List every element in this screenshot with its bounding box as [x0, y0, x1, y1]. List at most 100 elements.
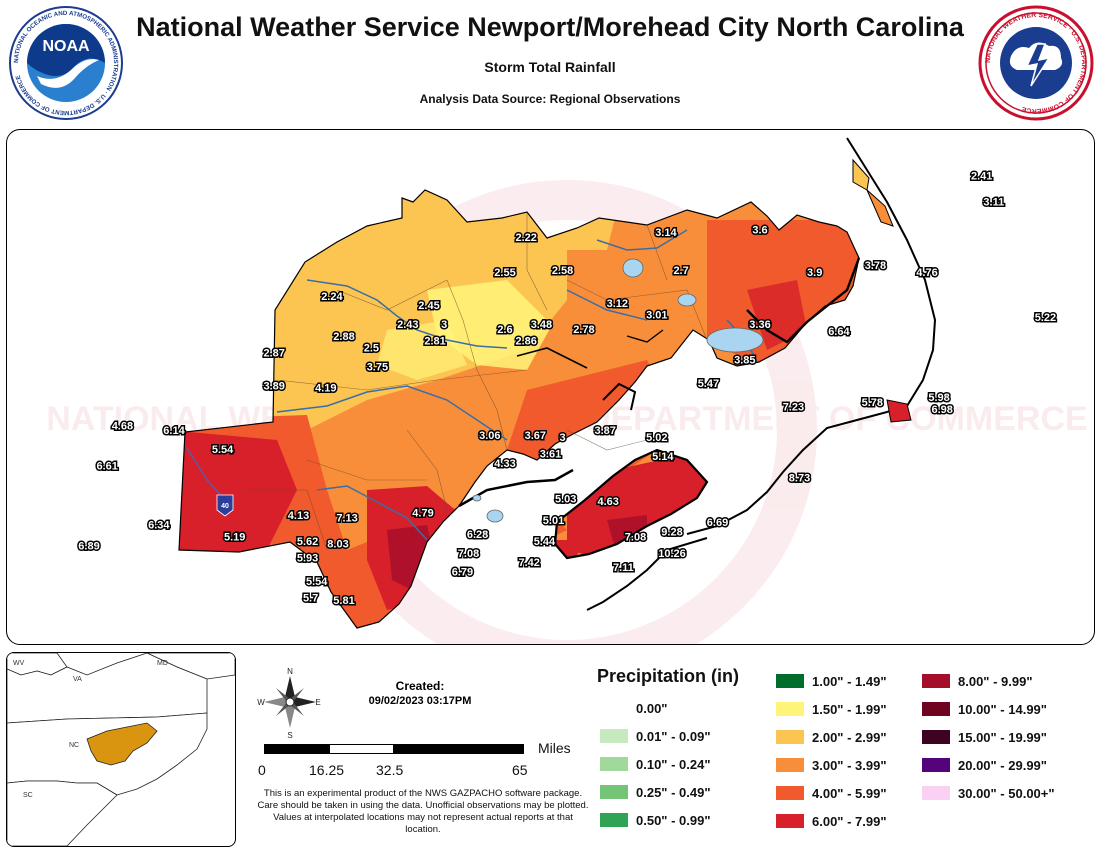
- rainfall-value-label: 4.76: [916, 267, 937, 279]
- rainfall-value-label: 3.06: [479, 430, 500, 442]
- inset-label-md: MD: [157, 660, 168, 667]
- rainfall-value-label: 2.43: [397, 319, 418, 331]
- rainfall-value-label: 4.13: [288, 510, 309, 522]
- legend-item: 15.00" - 19.99": [922, 729, 1047, 745]
- compass-w: W: [257, 698, 265, 707]
- rainfall-map[interactable]: NATIONAL WEATHER SERVICE · DEPARTMENT OF…: [6, 129, 1095, 645]
- rainfall-value-label: 2.22: [515, 232, 536, 244]
- rainfall-value-label: 3.11: [983, 196, 1004, 208]
- rainfall-value-label: 3.9: [807, 267, 822, 279]
- rainfall-value-label: 9.28: [661, 527, 682, 539]
- legend-swatch: [922, 730, 950, 744]
- legend-item: 0.01" - 0.09": [600, 728, 710, 744]
- legend-swatch: [776, 814, 804, 828]
- legend-label: 0.10" - 0.24": [636, 756, 711, 772]
- legend-item: 8.00" - 9.99": [922, 673, 1032, 689]
- rainfall-value-label: 4.68: [112, 420, 133, 432]
- legend-label: 8.00" - 9.99": [958, 673, 1033, 689]
- legend-item: 30.00" - 50.00+": [922, 785, 1055, 801]
- noaa-logo-text: NOAA: [42, 38, 90, 55]
- rainfall-value-label: 8.73: [789, 472, 810, 484]
- rainfall-value-label: 5.02: [646, 432, 667, 444]
- legend-label: 1.00" - 1.49": [812, 673, 887, 689]
- rainfall-value-label: 5.93: [297, 553, 318, 565]
- legend-swatch: [922, 786, 950, 800]
- rainfall-value-label: 3.12: [607, 298, 628, 310]
- legend-label: 0.25" - 0.49": [636, 784, 711, 800]
- compass-rose: N S E W: [257, 667, 320, 740]
- legend-swatch: [776, 702, 804, 716]
- rainfall-value-label: 3.85: [734, 354, 755, 366]
- rainfall-value-label: 5.14: [652, 451, 674, 463]
- rainfall-value-label: 5.22: [1035, 312, 1056, 324]
- legend-label: 4.00" - 5.99": [812, 785, 887, 801]
- rainfall-value-label: 2.81: [424, 336, 445, 348]
- legend-label: 1.50" - 1.99": [812, 701, 887, 717]
- inset-state-sc: [7, 780, 118, 846]
- legend-item: 2.00" - 2.99": [776, 729, 886, 745]
- data-source-line: Analysis Data Source: Regional Observati…: [419, 92, 681, 106]
- legend-item: 3.00" - 3.99": [776, 757, 886, 773]
- rainfall-value-label: 2.5: [364, 343, 379, 355]
- legend-item: 10.00" - 14.99": [922, 701, 1047, 717]
- scale-unit: Miles: [538, 740, 571, 756]
- outer-banks: [586, 137, 937, 611]
- barrier-island-segment: [866, 189, 894, 227]
- rainfall-value-label: 3: [441, 319, 447, 331]
- rainfall-value-label: 5.19: [224, 531, 245, 543]
- rainfall-value-label: 3.75: [367, 362, 388, 374]
- rivers: [276, 229, 758, 541]
- legend-swatch: [922, 758, 950, 772]
- legend-label: 0.00": [636, 700, 668, 716]
- rainfall-map-canvas: NATIONAL WEATHER SERVICE · DEPARTMENT OF…: [46, 137, 1088, 644]
- rainfall-value-label: 3.61: [540, 449, 561, 461]
- inset-label-wv: WV: [13, 660, 25, 667]
- rainfall-value-label: 7.11: [613, 562, 634, 574]
- legend-label: 0.50" - 0.99": [636, 812, 711, 828]
- legend-swatch: [922, 674, 950, 688]
- rainfall-value-label: 2.86: [515, 336, 536, 348]
- rainfall-value-label: 2.24: [321, 291, 343, 303]
- rainfall-value-label: 6.98: [931, 404, 952, 416]
- rainfall-value-label: 6.89: [78, 541, 99, 553]
- page-title: National Weather Service Newport/Morehea…: [136, 12, 964, 42]
- rainfall-value-label: 3: [560, 432, 566, 444]
- legend-swatch: [600, 757, 628, 771]
- legend-label: 20.00" - 29.99": [958, 757, 1047, 773]
- rainfall-value-label: 6.28: [467, 529, 488, 541]
- scale-label-65: 65: [512, 762, 528, 778]
- noaa-logo: NATIONAL OCEANIC AND ATMOSPHERIC ADMINIS…: [9, 6, 123, 120]
- nws-logo: NATIONAL WEATHER SERVICE · U.S. DEPARTME…: [978, 5, 1094, 121]
- legend-label: 10.00" - 14.99": [958, 701, 1047, 717]
- rainfall-value-label: 5.78: [862, 397, 883, 409]
- rainfall-value-label: 2.87: [263, 347, 284, 359]
- compass-e: E: [315, 698, 320, 707]
- rainfall-value-label: 7.08: [458, 548, 479, 560]
- rainfall-value-label: 3.36: [749, 319, 770, 331]
- rainfall-value-label: 3.6: [752, 225, 767, 237]
- inset-label-sc: SC: [23, 792, 33, 799]
- scale-label-16: 16.25: [309, 762, 345, 778]
- rainfall-value-label: 2.7: [673, 265, 688, 277]
- rainfall-value-label: 5.54: [306, 576, 328, 588]
- rainfall-value-label: 6.14: [163, 425, 185, 437]
- legend-swatch: [776, 674, 804, 688]
- rainfall-value-label: 3.87: [594, 425, 615, 437]
- rainfall-value-label: 2.45: [418, 300, 439, 312]
- rainfall-value-label: 4.33: [494, 458, 515, 470]
- observation-labels: 2.41 3.11 2.22 3.14 3.6 2.55 2.58 2.7 3.9 3.78 4.7…: [77, 169, 1058, 608]
- legend-item: 4.00" - 5.99": [776, 785, 886, 801]
- rainfall-value-label: 7.23: [783, 402, 804, 414]
- rainfall-value-label: 6.64: [828, 326, 850, 338]
- rainfall-value-label: 7.08: [625, 531, 646, 543]
- legend-label: 30.00" - 50.00+": [958, 785, 1055, 801]
- rainfall-value-label: 5.62: [297, 536, 318, 548]
- rainfall-value-label: 4.19: [315, 383, 336, 395]
- rainfall-value-label: 4.63: [597, 496, 618, 508]
- legend-item: 6.00" - 7.99": [776, 813, 886, 829]
- i40-shield-label: 40: [221, 503, 229, 510]
- legend-label: 15.00" - 19.99": [958, 729, 1047, 745]
- locator-inset-map[interactable]: WV MD VA NC SC: [6, 652, 236, 847]
- rainfall-value-label: 6.61: [96, 461, 117, 473]
- legend-item: 1.50" - 1.99": [776, 701, 886, 717]
